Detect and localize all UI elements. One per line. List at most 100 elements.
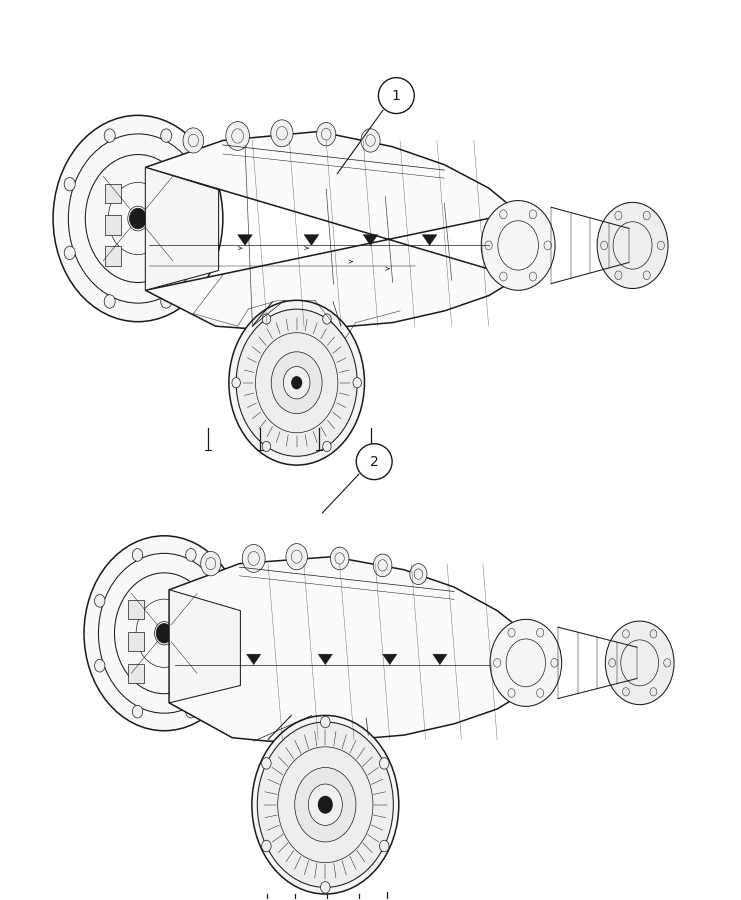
Circle shape: [95, 660, 105, 672]
FancyArrowPatch shape: [386, 267, 390, 270]
FancyBboxPatch shape: [628, 229, 632, 263]
Circle shape: [323, 441, 331, 452]
Circle shape: [226, 122, 250, 150]
Circle shape: [156, 624, 172, 643]
Circle shape: [319, 796, 332, 813]
Circle shape: [615, 271, 622, 280]
Circle shape: [605, 621, 674, 705]
Circle shape: [410, 563, 427, 584]
Circle shape: [262, 758, 271, 770]
Circle shape: [657, 241, 665, 249]
Polygon shape: [169, 557, 526, 742]
Circle shape: [252, 716, 399, 894]
Circle shape: [295, 768, 356, 842]
Circle shape: [104, 129, 115, 142]
Circle shape: [133, 549, 143, 562]
Circle shape: [485, 241, 492, 250]
Circle shape: [323, 314, 331, 324]
Circle shape: [183, 128, 204, 153]
Polygon shape: [363, 235, 378, 246]
Circle shape: [292, 377, 302, 389]
FancyArrowPatch shape: [238, 247, 242, 250]
Circle shape: [242, 544, 265, 572]
Circle shape: [650, 688, 657, 696]
Circle shape: [271, 352, 322, 414]
Circle shape: [330, 547, 349, 570]
FancyBboxPatch shape: [128, 600, 144, 619]
Polygon shape: [238, 235, 253, 246]
Circle shape: [622, 630, 629, 638]
Circle shape: [133, 706, 143, 718]
Circle shape: [529, 272, 536, 281]
Circle shape: [321, 716, 330, 728]
Polygon shape: [169, 590, 240, 703]
Circle shape: [308, 784, 342, 825]
Circle shape: [257, 722, 393, 887]
Polygon shape: [145, 167, 219, 291]
Circle shape: [64, 177, 76, 191]
Circle shape: [481, 201, 555, 291]
Polygon shape: [433, 654, 447, 664]
Circle shape: [353, 378, 362, 388]
Circle shape: [161, 294, 172, 308]
Circle shape: [615, 212, 622, 220]
Circle shape: [186, 549, 196, 562]
Circle shape: [271, 120, 293, 147]
Circle shape: [601, 241, 608, 249]
Ellipse shape: [379, 77, 414, 113]
Circle shape: [186, 706, 196, 718]
Circle shape: [361, 129, 380, 152]
FancyBboxPatch shape: [104, 247, 121, 266]
Circle shape: [283, 366, 310, 399]
Circle shape: [84, 536, 245, 731]
Circle shape: [224, 595, 234, 608]
Circle shape: [53, 115, 223, 321]
Circle shape: [262, 314, 270, 324]
Circle shape: [508, 688, 515, 698]
Circle shape: [201, 552, 221, 576]
Polygon shape: [422, 235, 437, 246]
Circle shape: [229, 301, 365, 465]
Circle shape: [597, 202, 668, 289]
Ellipse shape: [356, 444, 392, 480]
Circle shape: [499, 272, 507, 281]
Circle shape: [262, 841, 271, 851]
Polygon shape: [318, 654, 333, 664]
Circle shape: [609, 659, 616, 667]
Circle shape: [373, 554, 392, 577]
Circle shape: [536, 688, 544, 698]
Circle shape: [379, 758, 389, 770]
Circle shape: [316, 122, 336, 146]
Circle shape: [622, 688, 629, 696]
Circle shape: [286, 544, 308, 570]
Polygon shape: [382, 654, 397, 664]
Circle shape: [236, 309, 357, 456]
Circle shape: [104, 294, 115, 308]
Circle shape: [643, 271, 651, 280]
Polygon shape: [145, 131, 518, 328]
Circle shape: [499, 210, 507, 219]
Circle shape: [508, 628, 515, 637]
Circle shape: [551, 659, 558, 667]
Circle shape: [232, 378, 240, 388]
FancyBboxPatch shape: [128, 663, 144, 683]
Circle shape: [643, 212, 651, 220]
Polygon shape: [247, 654, 261, 664]
FancyBboxPatch shape: [104, 215, 121, 235]
Circle shape: [224, 660, 234, 672]
Text: 2: 2: [370, 454, 379, 469]
FancyArrowPatch shape: [349, 260, 353, 263]
FancyBboxPatch shape: [128, 632, 144, 651]
Circle shape: [536, 628, 544, 637]
Circle shape: [494, 659, 501, 667]
FancyArrowPatch shape: [305, 247, 308, 250]
Circle shape: [262, 441, 270, 452]
Circle shape: [321, 882, 330, 893]
Circle shape: [664, 659, 671, 667]
Circle shape: [95, 595, 105, 608]
Circle shape: [130, 208, 147, 229]
Circle shape: [161, 129, 172, 142]
Text: 1: 1: [392, 88, 401, 103]
Circle shape: [529, 210, 536, 219]
Circle shape: [201, 177, 212, 191]
